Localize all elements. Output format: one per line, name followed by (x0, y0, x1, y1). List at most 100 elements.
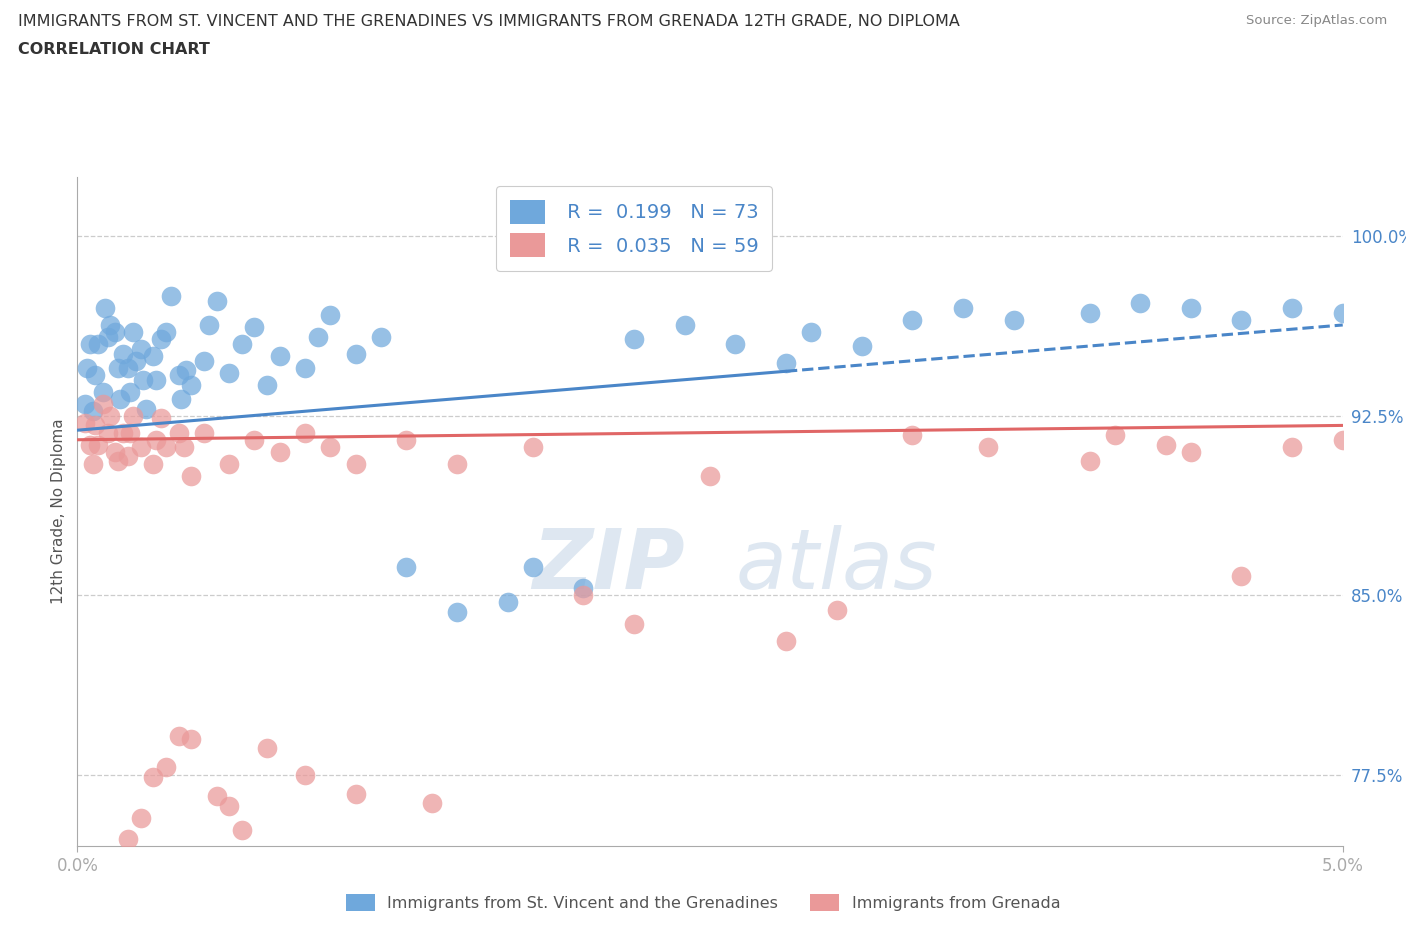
Point (167, 367, 190, 382)
Point (901, 428, 924, 443)
Point (82, 457, 104, 472)
Point (218, 365, 240, 380)
Point (135, 401, 157, 416)
Point (344, 346, 367, 361)
Point (775, 633, 797, 648)
Point (496, 595, 519, 610)
Point (82, 404, 104, 418)
Point (173, 440, 195, 455)
Point (1154, 437, 1177, 452)
Point (117, 361, 139, 376)
Point (243, 432, 266, 447)
Point (699, 468, 721, 483)
Point (522, 559, 544, 574)
Point (269, 445, 291, 459)
Point (673, 317, 696, 332)
Point (370, 329, 392, 344)
Point (167, 425, 190, 440)
Point (91, 396, 114, 411)
Point (107, 454, 129, 469)
Point (129, 341, 152, 356)
Point (775, 356, 797, 371)
Point (307, 329, 329, 344)
Point (1230, 312, 1253, 327)
Point (1002, 312, 1025, 327)
Point (1078, 454, 1101, 469)
Point (420, 796, 443, 811)
Point (572, 580, 595, 595)
Point (446, 457, 468, 472)
Point (1230, 568, 1253, 583)
Point (952, 300, 974, 315)
Point (170, 392, 193, 406)
Point (231, 337, 253, 352)
Point (129, 810, 152, 825)
Point (623, 332, 645, 347)
Point (98, 408, 121, 423)
Point (86, 337, 108, 352)
Point (145, 373, 167, 388)
Point (800, 325, 823, 339)
Point (98, 317, 121, 332)
Point (294, 767, 316, 782)
Point (256, 741, 278, 756)
Point (149, 332, 172, 347)
Text: atlas: atlas (735, 525, 936, 605)
Point (117, 831, 139, 846)
Point (142, 769, 165, 784)
Point (120, 384, 142, 399)
Point (180, 731, 202, 746)
Point (198, 317, 221, 332)
Point (446, 604, 468, 619)
Y-axis label: 12th Grade, No Diploma: 12th Grade, No Diploma (51, 418, 66, 604)
Point (73, 396, 96, 411)
Point (901, 312, 924, 327)
Point (294, 361, 316, 376)
Point (97, 425, 120, 440)
Point (218, 457, 240, 472)
Point (193, 353, 215, 368)
Point (155, 440, 177, 455)
Point (825, 602, 848, 617)
Point (122, 408, 145, 423)
Point (180, 468, 202, 483)
Point (122, 325, 145, 339)
Point (344, 457, 367, 472)
Point (256, 378, 278, 392)
Point (79, 337, 101, 352)
Point (395, 559, 418, 574)
Point (218, 798, 240, 813)
Point (91, 384, 114, 399)
Point (104, 325, 127, 339)
Point (193, 425, 215, 440)
Point (344, 786, 367, 801)
Point (76, 361, 98, 376)
Point (174, 363, 197, 378)
Point (73, 416, 96, 431)
Point (572, 588, 595, 603)
Text: CORRELATION CHART: CORRELATION CHART (18, 42, 209, 57)
Point (395, 432, 418, 447)
Point (149, 411, 172, 426)
Text: ZIP: ZIP (531, 525, 685, 605)
Point (129, 440, 152, 455)
Point (132, 373, 155, 388)
Point (1180, 445, 1202, 459)
Point (111, 425, 134, 440)
Point (1281, 300, 1303, 315)
Point (110, 392, 132, 406)
Point (1281, 440, 1303, 455)
Point (155, 760, 177, 775)
Legend: Immigrants from St. Vincent and the Grenadines, Immigrants from Grenada: Immigrants from St. Vincent and the Gren… (339, 888, 1067, 917)
Point (231, 822, 253, 837)
Point (724, 337, 747, 352)
Point (269, 349, 291, 364)
Point (1180, 300, 1202, 315)
Point (94, 300, 117, 315)
Point (319, 440, 342, 455)
Point (160, 289, 183, 304)
Point (117, 449, 139, 464)
Legend:  R =  0.199   N = 73,  R =  0.035   N = 59: R = 0.199 N = 73, R = 0.035 N = 59 (496, 186, 772, 271)
Point (1331, 432, 1354, 447)
Point (111, 346, 134, 361)
